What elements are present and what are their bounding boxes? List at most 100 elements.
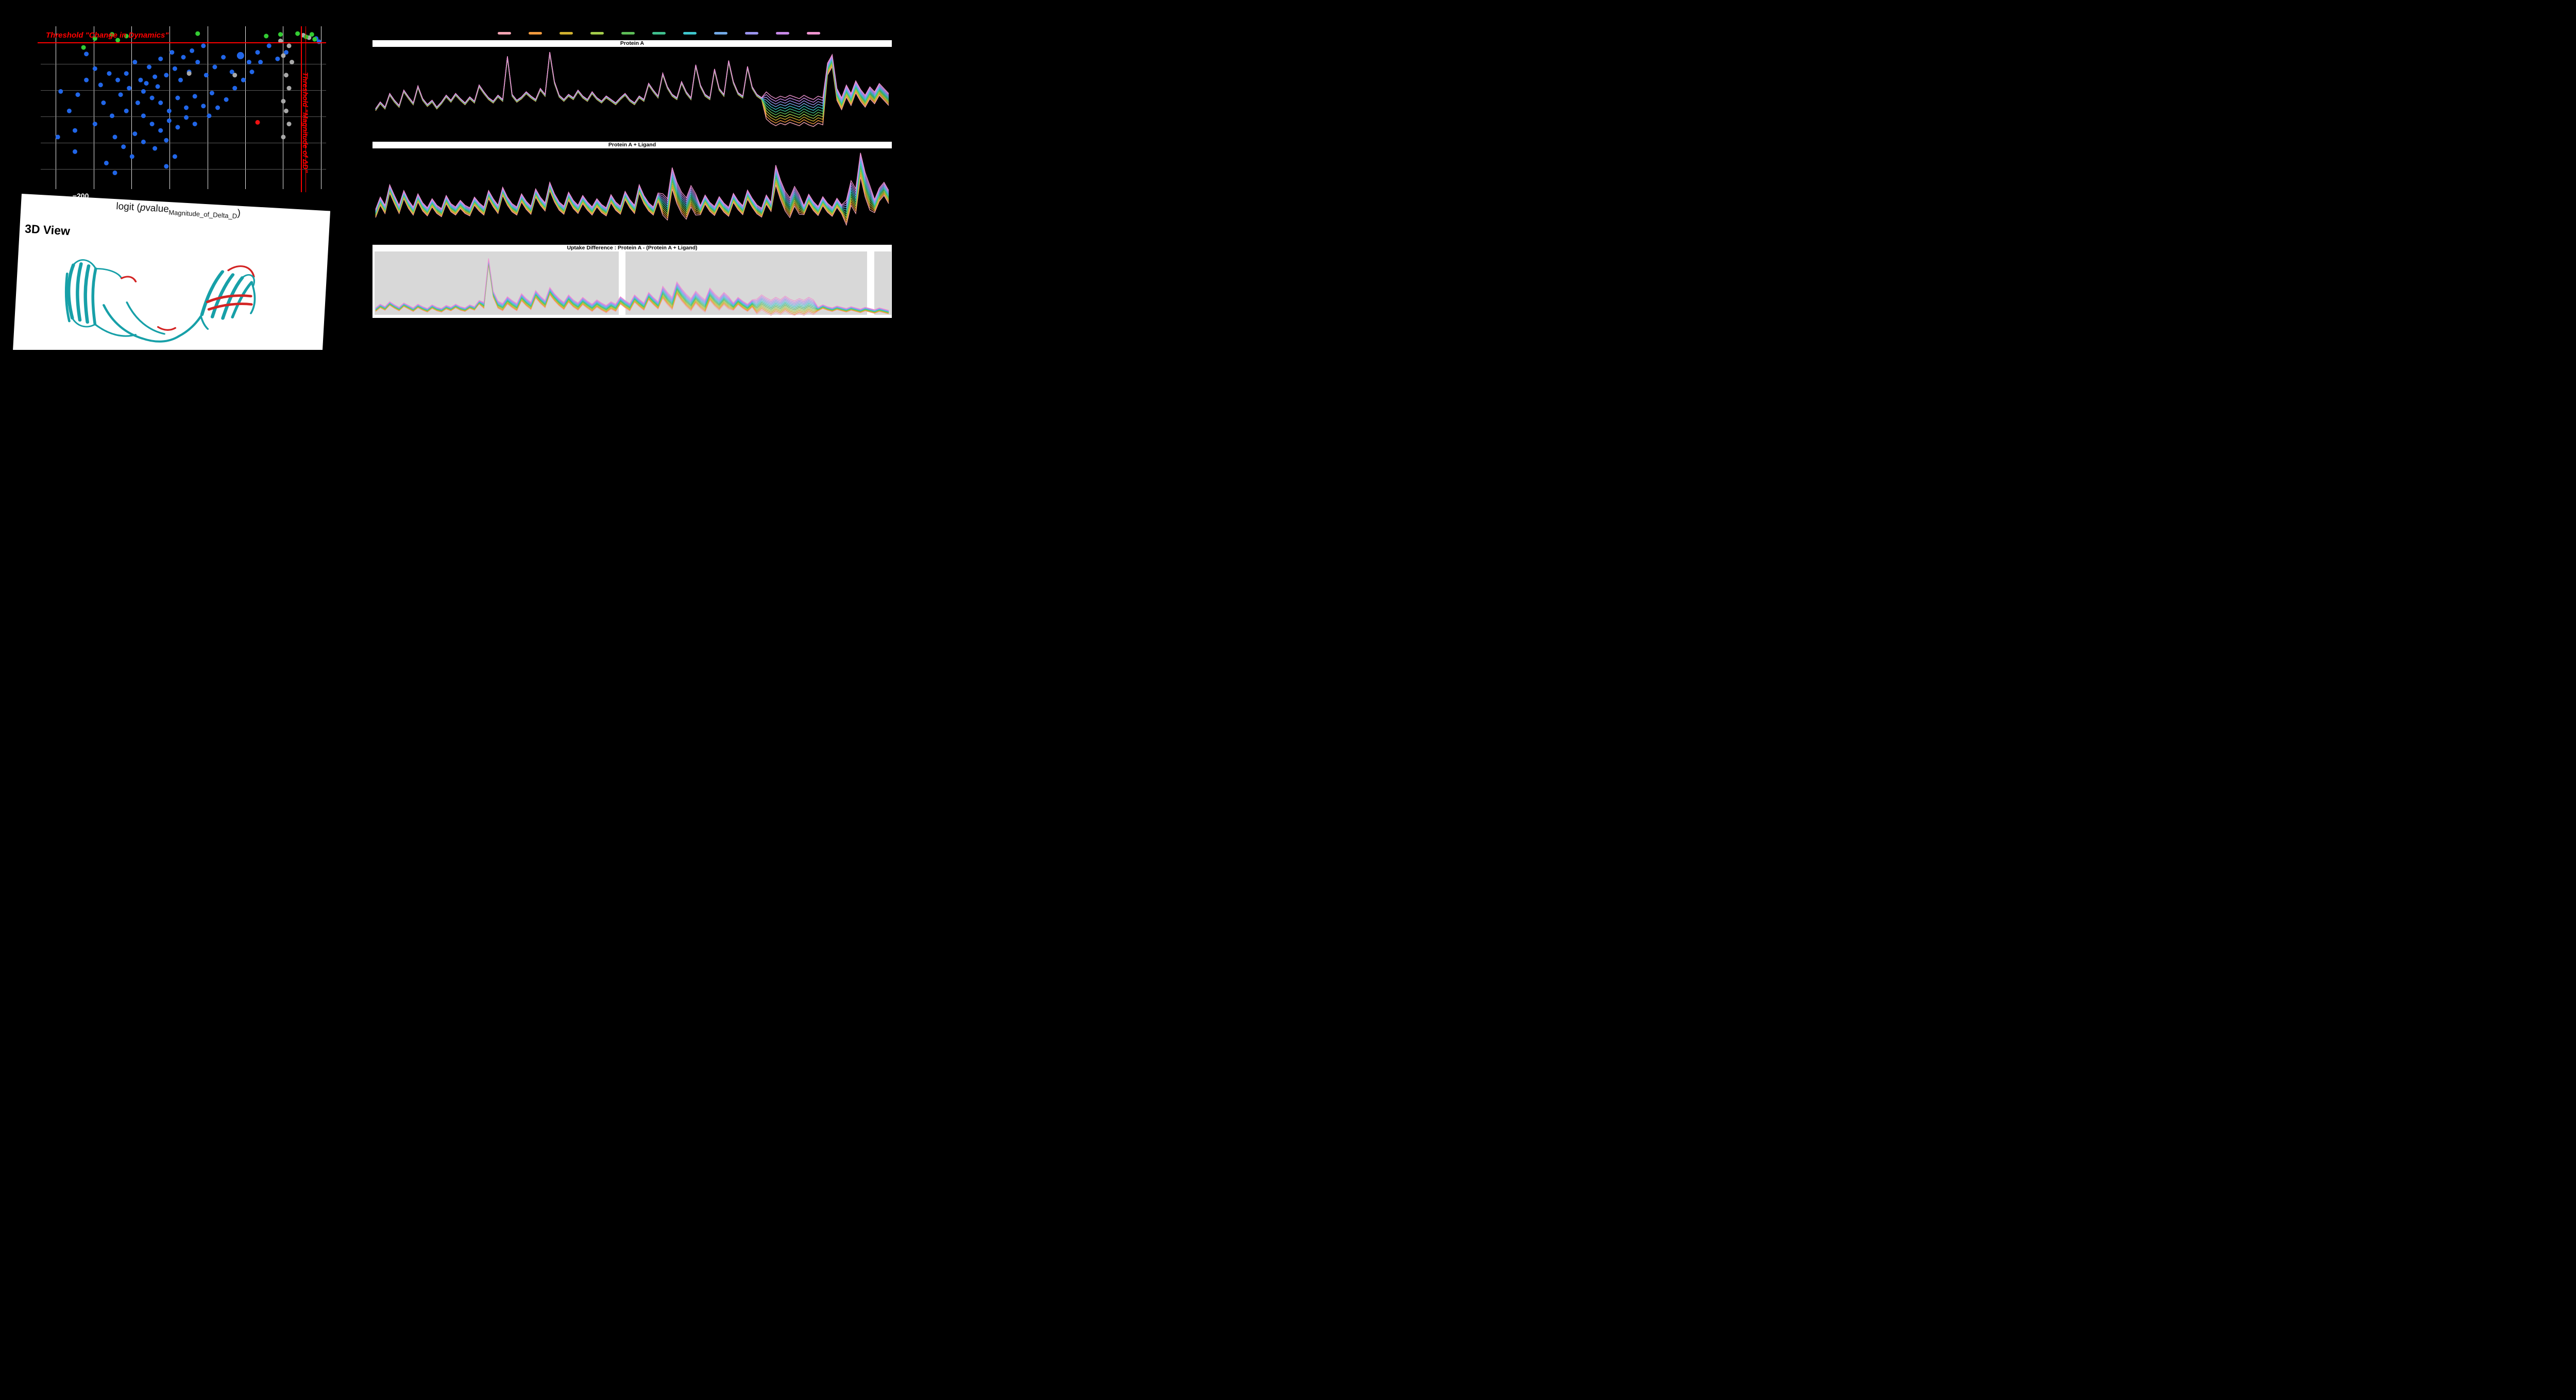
scatter-point-blue-points[interactable] (149, 122, 155, 127)
uptake-line[interactable] (375, 259, 889, 311)
scatter-point-blue-points[interactable] (98, 82, 103, 88)
uptake-line[interactable] (375, 260, 889, 312)
scatter-point-blue-points[interactable] (232, 86, 238, 91)
scatter-point-blue-points[interactable] (75, 92, 80, 97)
scatter-point-blue-points[interactable] (73, 149, 77, 154)
scatter-point-blue-points[interactable] (124, 71, 129, 76)
legend-dash-10[interactable] (776, 32, 789, 35)
scatter-point-green-points[interactable] (110, 32, 114, 37)
scatter-point-blue-points[interactable] (121, 144, 126, 149)
scatter-point-green-points[interactable] (295, 31, 300, 36)
scatter-point-green-points[interactable] (264, 33, 269, 39)
scatter-point-gray-points[interactable] (283, 73, 289, 78)
uptake-line[interactable] (375, 154, 889, 211)
scatter-point-blue-points[interactable] (224, 97, 229, 102)
scatter-point-blue-points[interactable] (201, 43, 206, 48)
scatter-point-blue-points[interactable] (110, 113, 114, 119)
scatter-point-blue-points[interactable] (141, 139, 146, 144)
uptake-line[interactable] (375, 159, 889, 212)
scatter-point-blue-points[interactable] (132, 60, 138, 64)
legend-dash-3[interactable] (560, 32, 573, 35)
legend-dash-2[interactable] (529, 32, 542, 35)
uptake-line[interactable] (375, 263, 889, 314)
uptake-lines-layer[interactable] (372, 251, 892, 318)
uptake-line[interactable] (375, 169, 889, 218)
scatter-point-blue-points[interactable] (184, 105, 189, 110)
scatter-point-blue-points[interactable] (172, 154, 177, 159)
scatter-point-blue-points[interactable] (221, 55, 226, 60)
scatter-point-blue-points[interactable] (101, 100, 106, 105)
volcano-plot[interactable]: Threshold "Change in Dynamics" (38, 26, 326, 192)
scatter-point-blue-points[interactable] (155, 84, 160, 89)
scatter-point-gray-points[interactable] (232, 73, 238, 78)
scatter-point-blue-points[interactable] (246, 60, 251, 64)
scatter-point-blue-points[interactable] (84, 77, 89, 82)
legend-dash-1[interactable] (498, 32, 511, 35)
scatter-point-blue-points[interactable] (192, 94, 197, 99)
scatter-point-blue-points[interactable] (164, 138, 169, 143)
scatter-point-blue-points[interactable] (175, 125, 180, 130)
uptake-line[interactable] (375, 258, 889, 311)
scatter-point-blue-points[interactable] (115, 77, 121, 82)
scatter-point-green-points[interactable] (115, 38, 121, 43)
scatter-point-blue-points[interactable] (207, 113, 212, 119)
scatter-point-green-points[interactable] (81, 45, 86, 50)
scatter-point-blue-points[interactable] (181, 55, 186, 60)
scatter-point-blue-points[interactable] (215, 105, 220, 110)
scatter-point-blue-points[interactable] (141, 113, 146, 119)
scatter-point-green-points[interactable] (312, 37, 317, 42)
scatter-point-green-points[interactable] (278, 32, 283, 37)
uptake-line[interactable] (375, 262, 889, 313)
scatter-point-blue-points[interactable] (158, 128, 163, 133)
uptake-line[interactable] (375, 259, 889, 312)
scatter-point-blue-points[interactable] (266, 43, 272, 48)
scatter-point-blue-points[interactable] (184, 115, 189, 120)
scatter-point-blue-points[interactable] (107, 71, 112, 76)
uptake-line[interactable] (375, 166, 889, 216)
structure-3d-panel[interactable]: 3D View (12, 194, 331, 350)
scatter-point-blue-points[interactable] (172, 66, 177, 71)
scatter-point-gray-points[interactable] (290, 60, 294, 64)
scatter-point-blue-points[interactable] (241, 77, 246, 82)
scatter-point-blue-points[interactable] (124, 108, 129, 113)
scatter-point-gray-points[interactable] (281, 134, 286, 140)
scatter-point-gray-points[interactable] (283, 108, 289, 113)
scatter-point-blue-points[interactable] (84, 52, 89, 57)
scatter-point-gray-points[interactable] (286, 122, 292, 127)
uptake-plot-protein-a[interactable] (372, 47, 892, 137)
scatter-point-blue-points[interactable] (212, 64, 217, 70)
scatter-point-blue-points[interactable] (147, 64, 151, 70)
scatter-point-blue-points[interactable] (201, 104, 206, 109)
scatter-point-gray-points[interactable] (187, 71, 192, 76)
protein-ribbon[interactable] (28, 236, 302, 350)
uptake-line[interactable] (375, 262, 889, 313)
scatter-point-blue-points[interactable] (112, 170, 117, 175)
scatter-point-blue-points[interactable] (152, 74, 158, 79)
legend-dash-6[interactable] (652, 32, 666, 35)
scatter-point-blue-points[interactable] (164, 164, 169, 169)
uptake-line[interactable] (375, 174, 889, 224)
uptake-line[interactable] (375, 153, 889, 210)
scatter-point-gray-points[interactable] (286, 43, 292, 48)
uptake-line[interactable] (375, 53, 889, 122)
scatter-point-blue-points[interactable] (229, 70, 234, 74)
scatter-point-blue-points[interactable] (58, 89, 63, 94)
uptake-line[interactable] (375, 164, 889, 214)
legend-dash-9[interactable] (745, 32, 758, 35)
scatter-point-gray-points[interactable] (281, 53, 286, 58)
uptake-line[interactable] (375, 54, 889, 125)
legend-dash-7[interactable] (683, 32, 697, 35)
scatter-point-blue-points[interactable] (135, 100, 140, 105)
scatter-point-blue-points[interactable] (129, 154, 134, 159)
scatter-point-blue-points[interactable] (127, 86, 132, 91)
scatter-point-blue-points[interactable] (195, 60, 200, 64)
scatter-point-blue-points[interactable] (209, 91, 214, 96)
uptake-line[interactable] (375, 52, 889, 109)
legend-dash-4[interactable] (590, 32, 604, 35)
scatter-point-blue-points[interactable] (149, 95, 155, 100)
scatter-point-blue-points[interactable] (249, 70, 255, 74)
scatter-point-blue-points[interactable] (104, 160, 109, 165)
scatter-point-blue-points[interactable] (73, 128, 77, 133)
scatter-point-blue-points[interactable] (166, 118, 172, 123)
uptake-line[interactable] (375, 172, 889, 221)
